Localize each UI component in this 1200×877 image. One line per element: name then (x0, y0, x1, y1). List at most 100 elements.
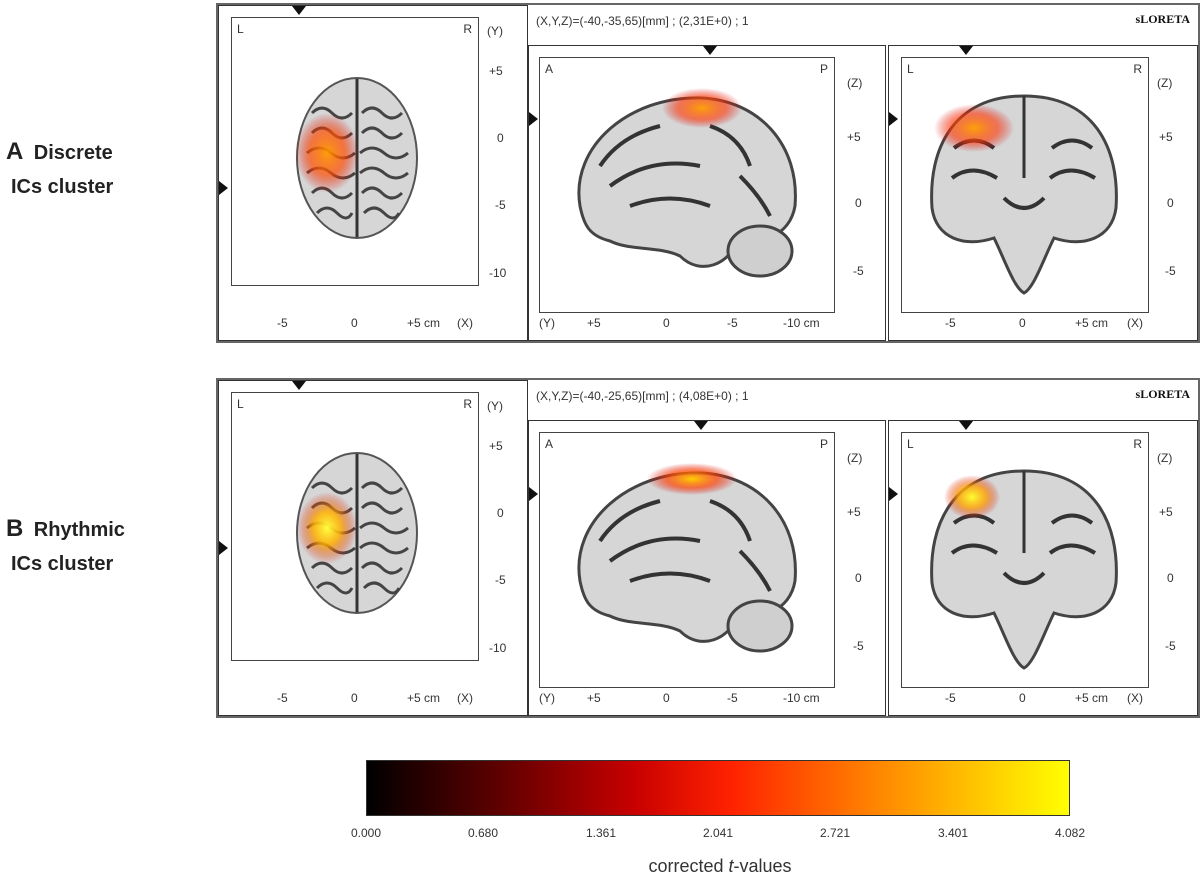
sagittal-y-axis-label: (Y) (539, 691, 555, 705)
axial-marker-top-b[interactable] (292, 381, 306, 390)
coronal-brain-a (930, 94, 1118, 295)
axial-y-tick: +5 (489, 439, 503, 453)
coronal-x-tick: -5 (945, 691, 956, 705)
axial-x-tick: +5 cm (407, 316, 441, 330)
colorbar-tick: 0.000 (350, 826, 382, 840)
coronal-frame-a: L R (901, 57, 1149, 313)
coronal-x-tick: 0 (1019, 691, 1026, 705)
sagittal-z-tick: -5 (853, 639, 864, 653)
axial-corner-right: R (463, 397, 472, 411)
colorbar: 0.000 0.680 1.361 2.041 2.721 3.401 4.08… (330, 760, 1110, 877)
row-b-label-line1: Rhythmic (33, 519, 125, 541)
axial-x-tick: 0 (351, 316, 358, 330)
coord-readout-b: (X,Y,Z)=(-40,-25,65)[mm] ; (4,08E+0) ; 1 (536, 389, 749, 403)
coronal-marker-top-b[interactable] (959, 421, 973, 430)
axial-y-tick: -10 (489, 266, 507, 280)
coronal-x-axis-label: (X) (1127, 691, 1143, 705)
axial-corner-right: R (463, 22, 472, 36)
colorbar-tick: 3.401 (937, 826, 969, 840)
coronal-x-tick: -5 (945, 316, 956, 330)
colorbar-tick: 2.041 (702, 826, 734, 840)
coord-readout-a: (X,Y,Z)=(-40,-35,65)[mm] ; (2,31E+0) ; 1 (536, 14, 749, 28)
coronal-z-tick: +5 (1159, 130, 1173, 144)
sagittal-y-tick: -5 (727, 691, 738, 705)
sagittal-z-axis-label: (Z) (847, 451, 863, 465)
coronal-x-tick: +5 cm (1075, 691, 1109, 705)
axial-y-tick: +5 (489, 64, 503, 78)
axial-y-tick: -5 (495, 198, 506, 212)
sagittal-y-tick: +5 (587, 316, 601, 330)
row-b-label: B Rhythmic ICs cluster (6, 515, 196, 576)
sagittal-y-axis-label: (Y) (539, 316, 555, 330)
sagittal-frame-b: A P (539, 432, 835, 688)
sagittal-y-tick: +5 (587, 691, 601, 705)
sagittal-marker-top-b[interactable] (694, 421, 708, 430)
sagittal-z-tick: +5 (847, 505, 861, 519)
coronal-z-tick: -5 (1165, 264, 1176, 278)
row-a-letter: A (6, 138, 24, 165)
coronal-view-b[interactable]: L R (Z) +5 0 -5 -5 0 +5 cm ( (888, 420, 1198, 716)
axial-marker-left-b[interactable] (219, 541, 228, 555)
axial-x-tick: -5 (277, 691, 288, 705)
coronal-z-tick: -5 (1165, 639, 1176, 653)
coronal-x-tick: +5 cm (1075, 316, 1109, 330)
axial-marker-top-a[interactable] (292, 6, 306, 15)
coronal-view-a[interactable]: L R (Z) +5 0 -5 -5 0 +5 cm ( (888, 45, 1198, 341)
axial-frame-b: L R (231, 392, 479, 661)
coronal-z-tick: 0 (1167, 571, 1174, 585)
axial-brain-a (295, 77, 418, 239)
method-label-b: sLORETA (1135, 387, 1190, 401)
axial-view-a[interactable]: L R (Y) +5 0 -5 -10 -5 (218, 5, 528, 341)
sagittal-view-b[interactable]: A P (Z) +5 0 -5 (Y) +5 0 -5 (528, 420, 886, 716)
sagittal-corner-right: P (819, 62, 828, 76)
panel-b: L R (Y) +5 0 -5 -10 -5 (216, 378, 1200, 718)
sagittal-frame-a: A P (539, 57, 835, 313)
axial-x-tick: -5 (277, 316, 288, 330)
sagittal-y-tick: -10 cm (783, 691, 820, 705)
coronal-z-tick: 0 (1167, 196, 1174, 210)
sagittal-brain-b (577, 463, 797, 653)
axial-view-b[interactable]: L R (Y) +5 0 -5 -10 -5 (218, 380, 528, 716)
coronal-marker-top-a[interactable] (959, 46, 973, 55)
colorbar-title-italic: t (728, 856, 734, 876)
header-b: (X,Y,Z)=(-40,-25,65)[mm] ; (4,08E+0) ; 1… (528, 380, 1198, 420)
colorbar-tick: 2.721 (819, 826, 851, 840)
sagittal-y-tick: -10 cm (783, 316, 820, 330)
coronal-corner-right: R (1133, 62, 1142, 76)
header-a: (X,Y,Z)=(-40,-35,65)[mm] ; (2,31E+0) ; 1… (528, 5, 1198, 45)
colorbar-title-prefix: corrected (648, 856, 729, 876)
coronal-x-axis-label: (X) (1127, 316, 1143, 330)
coronal-marker-left-a[interactable] (889, 112, 898, 126)
coronal-x-tick: 0 (1019, 316, 1026, 330)
sagittal-z-tick: 0 (855, 196, 862, 210)
sagittal-y-tick: 0 (663, 316, 670, 330)
colorbar-tick: 0.680 (467, 826, 499, 840)
coronal-marker-left-b[interactable] (889, 487, 898, 501)
sagittal-corner-right: P (819, 437, 828, 451)
row-a-label-line2: ICs cluster (11, 176, 114, 198)
axial-y-tick: 0 (497, 506, 504, 520)
axial-corner-left: L (237, 397, 244, 411)
row-a-label: A Discrete ICs cluster (6, 138, 196, 199)
sagittal-z-axis-label: (Z) (847, 76, 863, 90)
colorbar-tick: 4.082 (1054, 826, 1086, 840)
sagittal-marker-top-a[interactable] (703, 46, 717, 55)
row-b-label-line2: ICs cluster (11, 553, 114, 575)
sagittal-corner-left: A (545, 62, 554, 76)
axial-x-axis-label: (X) (457, 691, 473, 705)
sagittal-y-tick: 0 (663, 691, 670, 705)
sagittal-z-tick: 0 (855, 571, 862, 585)
sagittal-marker-left-a[interactable] (529, 112, 538, 126)
axial-marker-left-a[interactable] (219, 181, 228, 195)
sagittal-view-a[interactable]: A P (Z) +5 0 -5 (Y) +5 0 -5 (528, 45, 886, 341)
row-b-letter: B (6, 515, 24, 542)
row-a-label-line1: Discrete (33, 142, 113, 164)
axial-y-axis-label: (Y) (487, 24, 503, 38)
coronal-corner-left: L (907, 62, 914, 76)
axial-x-axis-label: (X) (457, 316, 473, 330)
axial-y-tick: -10 (489, 641, 507, 655)
colorbar-tick: 1.361 (585, 826, 617, 840)
colorbar-gradient (366, 760, 1070, 816)
sagittal-z-tick: +5 (847, 130, 861, 144)
sagittal-marker-left-b[interactable] (529, 487, 538, 501)
